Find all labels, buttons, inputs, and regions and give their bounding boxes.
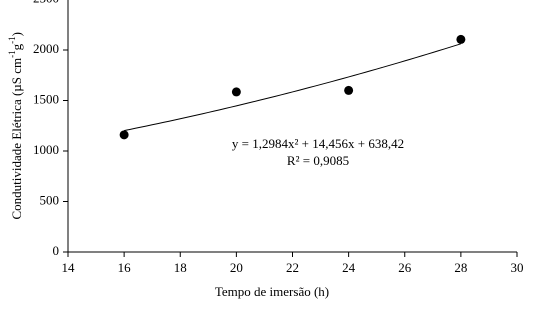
- point: [456, 34, 466, 44]
- y-axis-title: Condutividade Elétrica (µS cm-1g-1): [7, 32, 24, 220]
- x-tick-label: 22: [286, 260, 299, 275]
- point: [344, 85, 354, 95]
- label-part: Condutividade Elétrica (µS cm: [9, 58, 24, 220]
- x-tick-label: 28: [454, 260, 467, 275]
- trend-r2: R² = 0,9085: [287, 153, 349, 168]
- trend-equation: y = 1,2984x² + 14,456x + 638,42: [232, 136, 404, 151]
- y-tick-label: 500: [40, 192, 60, 207]
- x-tick-label: 18: [174, 260, 187, 275]
- label-part: ): [9, 32, 24, 36]
- superscript: -1: [7, 36, 17, 44]
- superscript: -1: [7, 50, 17, 58]
- trendline: [124, 43, 462, 132]
- x-axis-title: Tempo de imersão (h): [215, 284, 329, 299]
- y-tick-label: 2500: [33, 0, 59, 5]
- point: [231, 87, 241, 97]
- x-tick-label: 20: [230, 260, 243, 275]
- x-tick-label: 30: [511, 260, 524, 275]
- y-tick-label: 2000: [33, 41, 59, 56]
- y-tick-label: 0: [53, 243, 60, 258]
- x-tick-label: 26: [398, 260, 412, 275]
- y-tick-label: 1500: [33, 91, 59, 106]
- y-tick-label: 1000: [33, 142, 59, 157]
- label-part: g: [9, 43, 24, 50]
- x-tick-label: 14: [62, 260, 76, 275]
- x-tick-label: 24: [342, 260, 356, 275]
- point: [119, 130, 129, 140]
- x-tick-label: 16: [118, 260, 132, 275]
